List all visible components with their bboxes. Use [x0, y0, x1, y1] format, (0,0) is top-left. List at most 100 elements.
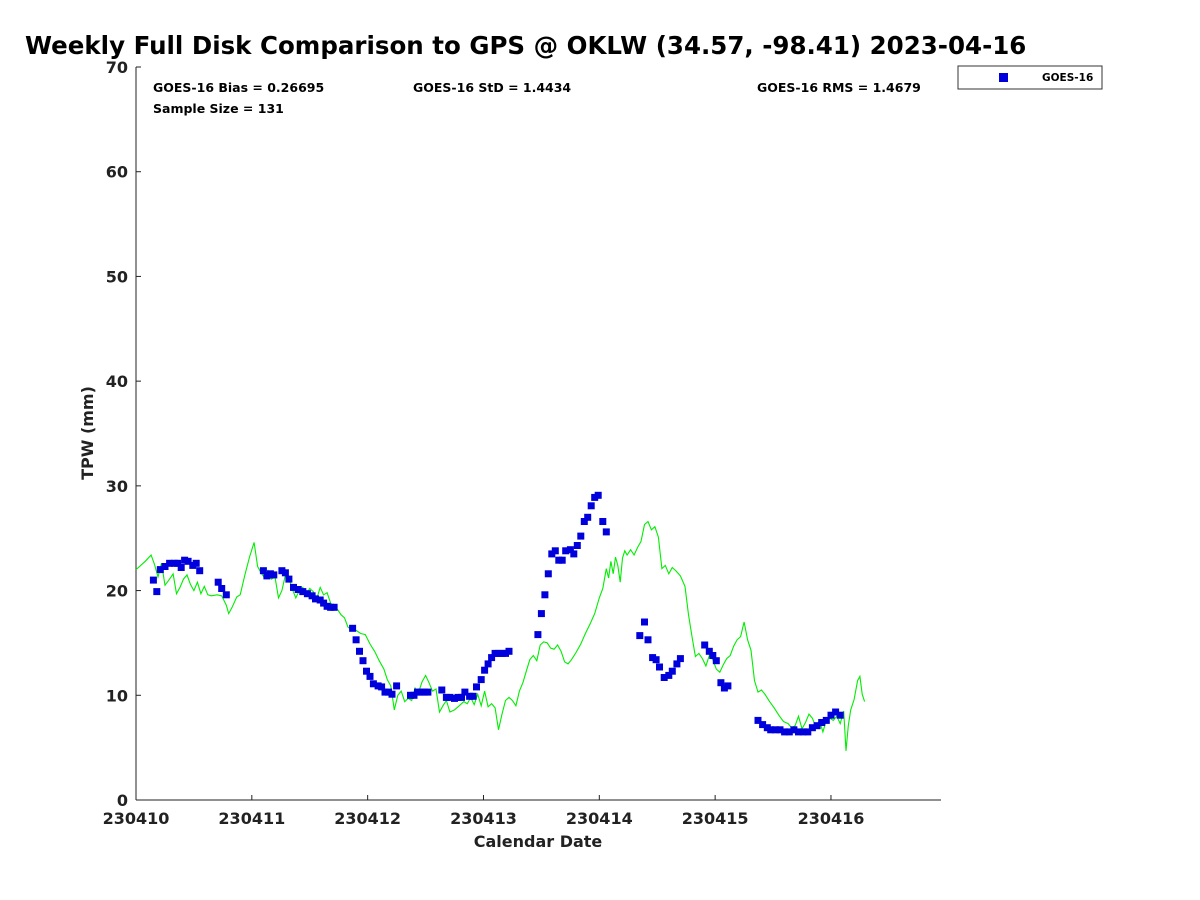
goes16-point — [804, 728, 812, 736]
goes16-point — [481, 666, 489, 674]
goes16-point — [192, 559, 200, 567]
goes16-point — [290, 583, 297, 591]
goes16-point — [771, 726, 779, 734]
goes16-point — [827, 711, 835, 719]
goes16-point — [294, 586, 302, 593]
goes16-point — [473, 683, 480, 691]
goes16-point — [281, 569, 289, 577]
y-tick-label: 60 — [106, 163, 128, 182]
goes16-point — [438, 686, 446, 694]
stat-bias: GOES-16 Bias = 0.26695 — [153, 80, 324, 95]
stat-std: GOES-16 StD = 1.4434 — [413, 80, 571, 95]
goes16-point — [537, 610, 545, 618]
goes16-point — [776, 726, 784, 734]
goes16-point — [477, 676, 485, 684]
goes16-point — [665, 671, 673, 679]
goes16-point — [767, 726, 775, 734]
goes16-point — [636, 632, 644, 640]
goes16-point — [587, 502, 595, 510]
goes16-point — [577, 532, 585, 540]
goes16-point — [161, 563, 169, 570]
x-tick-label: 230412 — [334, 809, 401, 828]
goes16-point — [149, 576, 157, 584]
goes16-point — [562, 547, 570, 555]
goes16-series — [149, 491, 844, 736]
goes16-point — [790, 726, 798, 734]
goes16-point — [832, 708, 840, 716]
goes16-point — [818, 719, 826, 726]
goes16-point — [584, 513, 592, 521]
goes16-point — [156, 566, 164, 574]
y-tick-label: 0 — [117, 791, 128, 810]
stat-sample-size: Sample Size = 131 — [153, 101, 284, 116]
stats-block: GOES-16 Bias = 0.26695 GOES-16 StD = 1.4… — [153, 80, 921, 116]
goes16-point — [222, 591, 230, 599]
goes16-point — [660, 674, 668, 681]
goes16-point — [795, 728, 802, 736]
x-tick-label: 230411 — [218, 809, 285, 828]
goes16-point — [705, 647, 713, 655]
legend-box — [957, 65, 1103, 90]
goes16-point — [641, 618, 648, 626]
y-axis-ticks: 0 10 20 30 40 50 60 70 — [106, 58, 141, 810]
goes16-point — [461, 688, 469, 696]
goes16-point — [656, 663, 663, 671]
y-tick-label: 30 — [106, 477, 128, 496]
goes16-point — [469, 692, 477, 700]
goes16-point — [196, 567, 204, 575]
goes16-point — [785, 728, 793, 736]
goes16-point — [652, 656, 660, 664]
x-axis-label: Calendar Date — [474, 832, 603, 851]
goes16-point — [299, 588, 307, 596]
legend-label-goes16: GOES-16 — [1042, 72, 1093, 84]
goes16-point — [184, 557, 192, 565]
goes16-point — [388, 690, 396, 698]
goes16-point — [458, 693, 465, 701]
goes16-point — [673, 660, 681, 668]
goes16-point — [709, 652, 717, 659]
goes16-point — [668, 667, 676, 675]
goes16-point — [754, 716, 762, 724]
goes16-point — [544, 570, 552, 578]
goes16-point — [580, 518, 588, 525]
goes16-point — [369, 680, 377, 688]
goes16-point — [570, 550, 578, 558]
goes16-point — [534, 631, 542, 639]
goes16-point — [701, 641, 709, 649]
x-tick-label: 230415 — [682, 809, 749, 828]
goes16-point — [366, 672, 374, 680]
goes16-point — [566, 546, 574, 554]
goes16-point — [177, 564, 185, 571]
legend: GOES-16 — [957, 65, 1103, 90]
goes16-point — [352, 636, 360, 644]
goes16-point — [174, 559, 182, 567]
goes16-point — [218, 585, 226, 592]
goes16-point — [551, 547, 559, 555]
goes16-point — [270, 571, 278, 579]
plot-area: 0 10 20 30 40 50 60 70 230410 230411 230412 230413… — [103, 58, 941, 828]
y-axis-label: TPW (mm) — [78, 386, 97, 480]
goes16-point — [644, 636, 652, 644]
goes16-point — [717, 679, 725, 687]
goes16-point — [505, 647, 513, 655]
goes16-point — [799, 728, 807, 736]
goes16-point — [424, 688, 432, 696]
goes16-point — [330, 603, 338, 611]
x-tick-label: 230416 — [798, 809, 865, 828]
goes16-point — [393, 682, 401, 690]
x-tick-label: 230414 — [566, 809, 633, 828]
axes-frame — [136, 67, 941, 800]
y-tick-label: 70 — [106, 58, 128, 77]
x-tick-label: 230413 — [450, 809, 517, 828]
goes16-point — [573, 542, 581, 549]
y-tick-label: 10 — [106, 686, 128, 705]
y-tick-label: 40 — [106, 372, 128, 391]
goes16-point — [349, 624, 357, 632]
goes16-point — [558, 556, 566, 564]
stat-rms: GOES-16 RMS = 1.4679 — [757, 80, 921, 95]
goes16-point — [808, 724, 816, 732]
chart-title: Weekly Full Disk Comparison to GPS @ OKL… — [25, 31, 1026, 60]
goes16-point — [594, 491, 602, 499]
goes16-point — [214, 578, 222, 586]
